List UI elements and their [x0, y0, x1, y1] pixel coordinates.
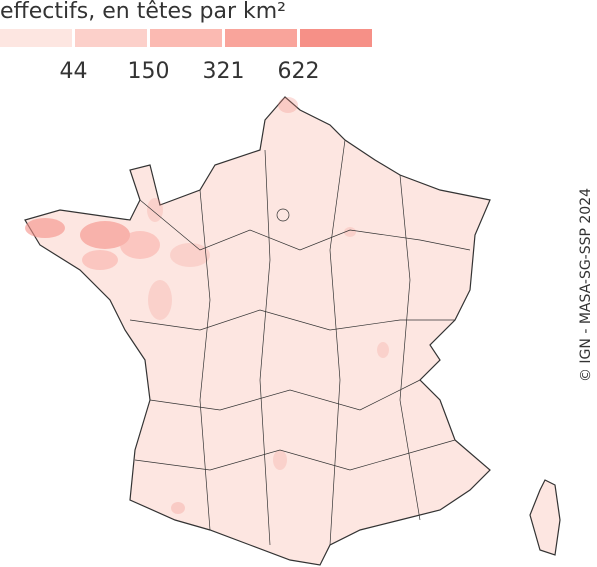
border: [139, 199, 471, 251]
legend-swatch: [150, 29, 222, 47]
legend-swatch: [225, 29, 297, 47]
france-outline: [24, 96, 491, 566]
legend-tick-label: 622: [278, 59, 320, 84]
legend-tick-label: 150: [128, 59, 170, 84]
corsica-outline: [529, 479, 561, 556]
hotspot: [25, 218, 65, 238]
hotspot: [170, 243, 210, 267]
legend-swatch: [75, 29, 147, 47]
border: [149, 379, 421, 411]
border: [276, 208, 290, 222]
title: effectifs, en têtes par km²: [0, 0, 286, 24]
border: [134, 439, 456, 471]
legend: 44 150 321 622: [0, 29, 372, 84]
hotspot: [80, 221, 130, 249]
border: [399, 174, 421, 521]
border: [259, 149, 271, 546]
border: [329, 139, 346, 546]
border: [129, 309, 455, 331]
departments: [129, 139, 471, 546]
legend-tick-label: 44: [60, 59, 88, 84]
legend-swatch: [300, 29, 372, 47]
hotspot: [273, 450, 287, 470]
hotspots: [25, 97, 389, 514]
hotspot: [377, 342, 389, 358]
hotspot: [148, 280, 172, 320]
border: [199, 189, 211, 531]
hotspot: [344, 227, 356, 237]
hotspot: [82, 250, 118, 270]
legend-swatch: [0, 29, 72, 47]
hotspot: [147, 198, 163, 222]
map: [24, 96, 561, 566]
hotspot: [278, 97, 298, 113]
legend-tick-label: 321: [203, 59, 245, 84]
hotspot: [171, 502, 185, 514]
hotspot: [120, 231, 160, 259]
credit: © IGN - MASA-SG-SSP 2024: [578, 188, 594, 382]
